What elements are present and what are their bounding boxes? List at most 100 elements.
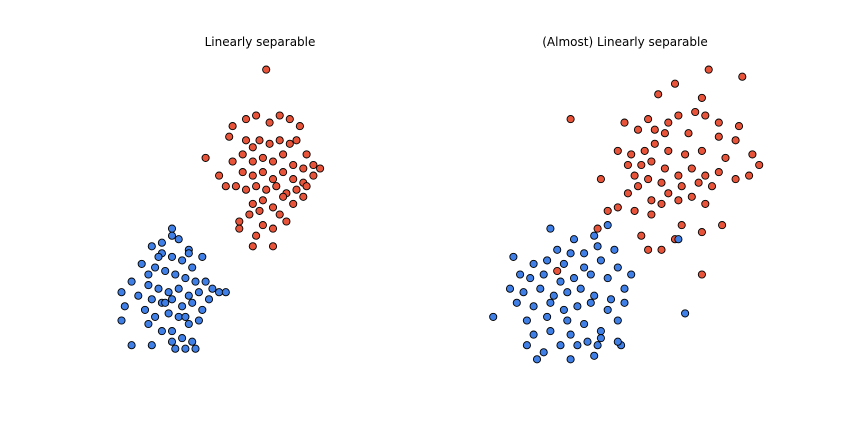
blue-point xyxy=(157,238,166,247)
blue-point xyxy=(171,344,180,353)
red-point xyxy=(714,168,723,177)
blue-point xyxy=(178,334,187,343)
red-point xyxy=(262,185,271,194)
red-point xyxy=(245,210,254,219)
red-point xyxy=(235,224,244,233)
red-point xyxy=(674,171,683,180)
blue-point xyxy=(569,235,579,244)
red-point xyxy=(238,168,247,177)
red-point xyxy=(241,185,251,194)
red-point xyxy=(235,217,244,226)
blue-point xyxy=(563,316,572,325)
red-point xyxy=(697,228,706,237)
blue-point xyxy=(620,284,629,293)
blue-point xyxy=(529,259,538,268)
blue-point xyxy=(184,249,193,258)
red-point xyxy=(268,242,278,251)
blue-point xyxy=(603,274,612,283)
red-point xyxy=(285,115,294,124)
blue-point xyxy=(603,221,612,230)
red-point xyxy=(647,157,656,166)
blue-point xyxy=(596,327,605,336)
red-point xyxy=(627,150,636,159)
blue-point xyxy=(516,270,525,279)
red-point xyxy=(285,139,294,148)
blue-point xyxy=(590,291,599,300)
blue-point xyxy=(164,288,173,297)
blue-point xyxy=(140,305,150,314)
blue-point xyxy=(144,319,153,329)
right-scatter-points xyxy=(489,65,764,364)
blue-point xyxy=(596,256,605,265)
left-panel-title: Linearly separable xyxy=(205,35,316,49)
blue-point xyxy=(201,277,210,286)
red-point xyxy=(275,111,284,120)
red-point xyxy=(707,182,717,191)
blue-point xyxy=(593,242,602,251)
blue-point xyxy=(184,291,193,300)
red-point xyxy=(302,150,311,159)
blue-point xyxy=(127,277,136,286)
red-point xyxy=(299,192,308,201)
blue-point xyxy=(556,277,565,286)
blue-point xyxy=(221,288,230,297)
blue-point xyxy=(519,288,528,297)
red-point xyxy=(640,146,649,155)
red-point xyxy=(255,206,264,215)
red-point xyxy=(593,224,602,233)
blue-point xyxy=(151,263,160,272)
red-point xyxy=(265,118,274,127)
red-point xyxy=(268,175,278,184)
red-point xyxy=(252,182,261,191)
red-point xyxy=(748,150,757,159)
red-point xyxy=(289,160,298,170)
left-scatter-points xyxy=(117,65,325,353)
red-point xyxy=(292,136,301,145)
blue-point xyxy=(161,298,170,307)
blue-point xyxy=(543,256,552,265)
red-point xyxy=(215,171,224,180)
red-point xyxy=(664,189,673,198)
red-point xyxy=(252,231,261,240)
blue-point xyxy=(137,259,146,268)
blue-point xyxy=(620,298,629,307)
red-point xyxy=(674,111,683,120)
blue-point xyxy=(529,302,538,311)
blue-point xyxy=(167,337,177,346)
red-point xyxy=(613,146,622,155)
blue-point xyxy=(191,277,200,286)
red-point xyxy=(657,178,666,187)
blue-point xyxy=(127,341,136,350)
blue-point xyxy=(569,274,579,283)
red-point xyxy=(738,72,747,81)
blue-point xyxy=(188,337,197,346)
red-point xyxy=(647,196,656,205)
red-point xyxy=(633,125,643,134)
red-point xyxy=(714,132,723,141)
red-point xyxy=(279,168,288,177)
blue-point xyxy=(546,224,555,233)
blue-point xyxy=(580,319,589,329)
blue-point xyxy=(178,256,187,265)
red-point xyxy=(697,270,706,279)
blue-point xyxy=(590,231,599,240)
red-point xyxy=(299,164,308,173)
blue-point xyxy=(549,291,558,300)
red-point xyxy=(755,160,764,170)
blue-point xyxy=(556,341,565,350)
red-point xyxy=(238,150,247,159)
blue-point xyxy=(539,348,548,357)
blue-point xyxy=(529,330,538,339)
red-point xyxy=(697,146,706,155)
red-point xyxy=(289,175,298,184)
blue-point xyxy=(536,284,545,293)
red-point xyxy=(258,153,267,162)
blue-point xyxy=(505,284,515,293)
red-point xyxy=(623,189,632,198)
blue-point xyxy=(154,252,163,261)
red-point xyxy=(268,224,278,233)
red-point xyxy=(566,115,575,124)
blue-point xyxy=(147,295,156,304)
red-point xyxy=(309,160,318,170)
blue-point xyxy=(539,270,548,279)
